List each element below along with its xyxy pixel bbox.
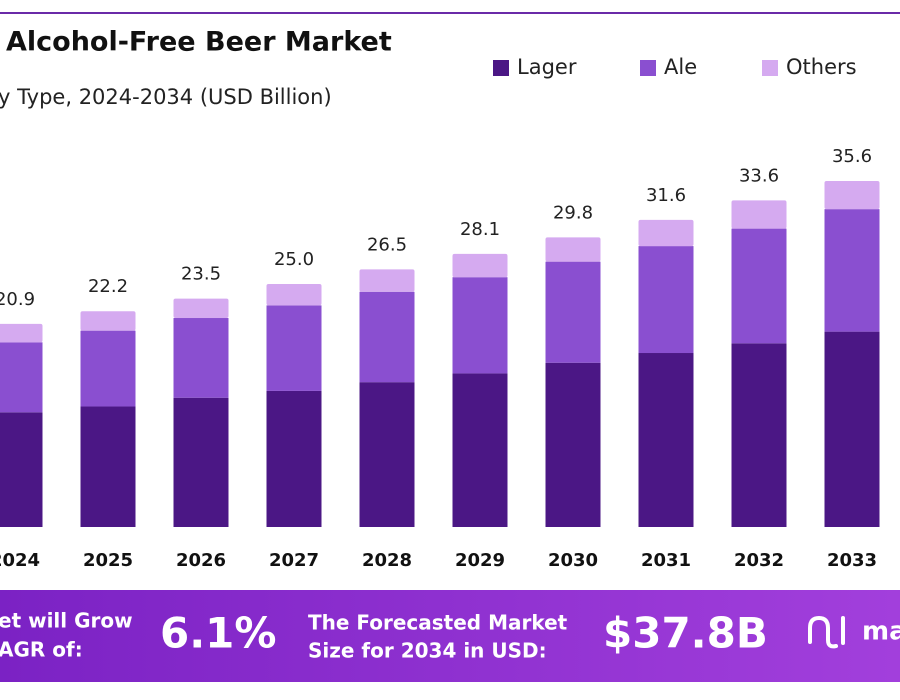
forecast-text: The Forecasted Market: [308, 611, 568, 635]
logo-icon: [808, 615, 845, 649]
bar-segment: [824, 180, 880, 210]
bar-segment: [731, 228, 787, 344]
x-tick-label: 2026: [176, 550, 226, 571]
bar-segment: [545, 261, 601, 363]
bar-segment: [545, 237, 601, 262]
total-label: 26.5: [367, 234, 407, 255]
x-tick-label: 2029: [455, 550, 505, 571]
chart-title: Alcohol-Free Beer Market: [6, 27, 392, 58]
x-tick-label: 2028: [362, 550, 412, 571]
bar-segment: [545, 362, 601, 527]
bar-segment: [0, 323, 43, 343]
legend-label: Lager: [517, 55, 577, 79]
bar-segment: [0, 412, 43, 527]
bar-segment: [80, 330, 136, 407]
logo-text: ma: [862, 617, 900, 647]
bar-segment: [266, 305, 322, 391]
bar-segment: [359, 382, 415, 527]
legend-label: Ale: [664, 55, 697, 79]
bar-segment: [824, 331, 880, 527]
chart-subtitle: y Type, 2024-2034 (USD Billion): [0, 85, 332, 109]
legend-swatch: [640, 60, 656, 76]
x-tick-label: 2024: [0, 550, 40, 571]
total-label: 33.6: [739, 165, 779, 186]
total-label: 23.5: [181, 264, 221, 285]
forecast-text: Size for 2034 in USD:: [308, 639, 547, 663]
bar-segment: [731, 200, 787, 229]
bar-segment: [266, 390, 322, 527]
bar-segment: [638, 353, 694, 527]
cagr-text: et will Grow: [0, 609, 133, 633]
bar-segment: [359, 291, 415, 383]
x-tick-label: 2033: [827, 550, 877, 571]
bar-segment: [173, 397, 229, 527]
bar-segment: [638, 246, 694, 354]
bar-segment: [80, 406, 136, 527]
bar-segment: [359, 269, 415, 292]
bar-segment: [638, 219, 694, 247]
legend-label: Others: [786, 55, 857, 79]
bar-segment: [173, 318, 229, 398]
bar-segment: [452, 373, 508, 527]
top-border: [0, 12, 900, 14]
total-label: 28.1: [460, 219, 500, 240]
total-label: 31.6: [646, 185, 686, 206]
x-tick-label: 2031: [641, 550, 691, 571]
total-label: 22.2: [88, 276, 128, 297]
bar-segment: [452, 253, 508, 278]
legend-swatch: [493, 60, 509, 76]
total-label: 20.9: [0, 289, 35, 310]
legend-swatch: [762, 60, 778, 76]
cagr-value: 6.1%: [160, 609, 276, 658]
x-tick-label: 2027: [269, 550, 319, 571]
total-label: 35.6: [832, 146, 872, 167]
bar-segment: [731, 343, 787, 527]
x-tick-label: 2032: [734, 550, 784, 571]
footer-band: [0, 590, 900, 682]
cagr-text: AGR of:: [0, 638, 83, 662]
bar-segment: [80, 311, 136, 331]
bar-segment: [0, 342, 43, 413]
bar-segment: [824, 209, 880, 332]
forecast-value: $37.8B: [603, 609, 768, 658]
bar-segment: [266, 284, 322, 306]
x-tick-label: 2030: [548, 550, 598, 571]
total-label: 29.8: [553, 202, 593, 223]
bar-segment: [173, 298, 229, 319]
total-label: 25.0: [274, 249, 314, 270]
x-tick-label: 2025: [83, 550, 133, 571]
bar-segment: [452, 277, 508, 374]
